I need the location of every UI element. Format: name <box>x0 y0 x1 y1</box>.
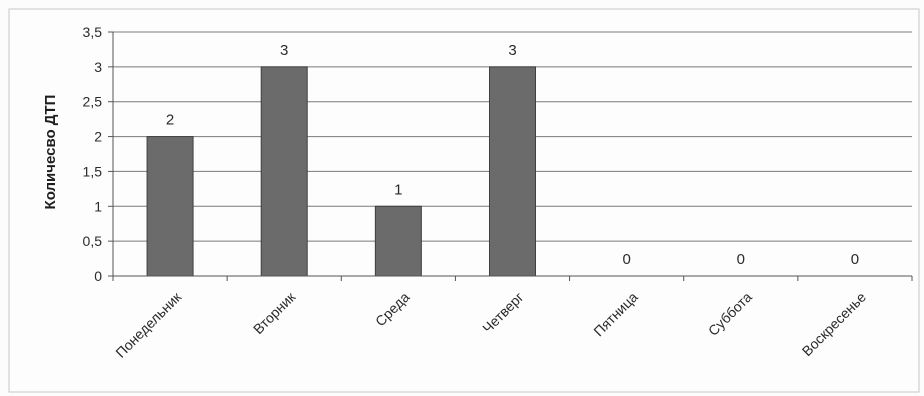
data-label: 2 <box>166 112 174 129</box>
bar <box>146 136 194 277</box>
data-label: 3 <box>280 42 288 59</box>
y-tick-label: 2,5 <box>83 94 103 110</box>
data-label: 0 <box>737 251 745 268</box>
axes <box>108 31 913 281</box>
data-label: 0 <box>622 251 630 268</box>
y-axis-title: Количесво ДТП <box>42 95 59 210</box>
bar <box>260 66 308 277</box>
data-label: 3 <box>508 42 516 59</box>
data-labels: 2 3 1 3 0 0 0 <box>166 42 859 268</box>
bars <box>146 66 536 277</box>
data-label: 1 <box>394 181 402 198</box>
y-tick-label: 0,5 <box>83 233 103 249</box>
y-tick-label: 3 <box>94 59 102 75</box>
y-tick-label: 3,5 <box>83 24 103 40</box>
bar <box>489 66 536 277</box>
y-tick-labels: 0 0,5 1 1,5 2 2,5 3 3,5 <box>83 24 103 284</box>
y-tick-label: 1 <box>94 198 102 214</box>
y-tick-label: 1,5 <box>83 163 103 179</box>
bar <box>374 205 422 277</box>
data-label: 0 <box>851 251 859 268</box>
y-tick-label: 2 <box>94 129 102 145</box>
y-tick-label: 0 <box>94 268 102 284</box>
